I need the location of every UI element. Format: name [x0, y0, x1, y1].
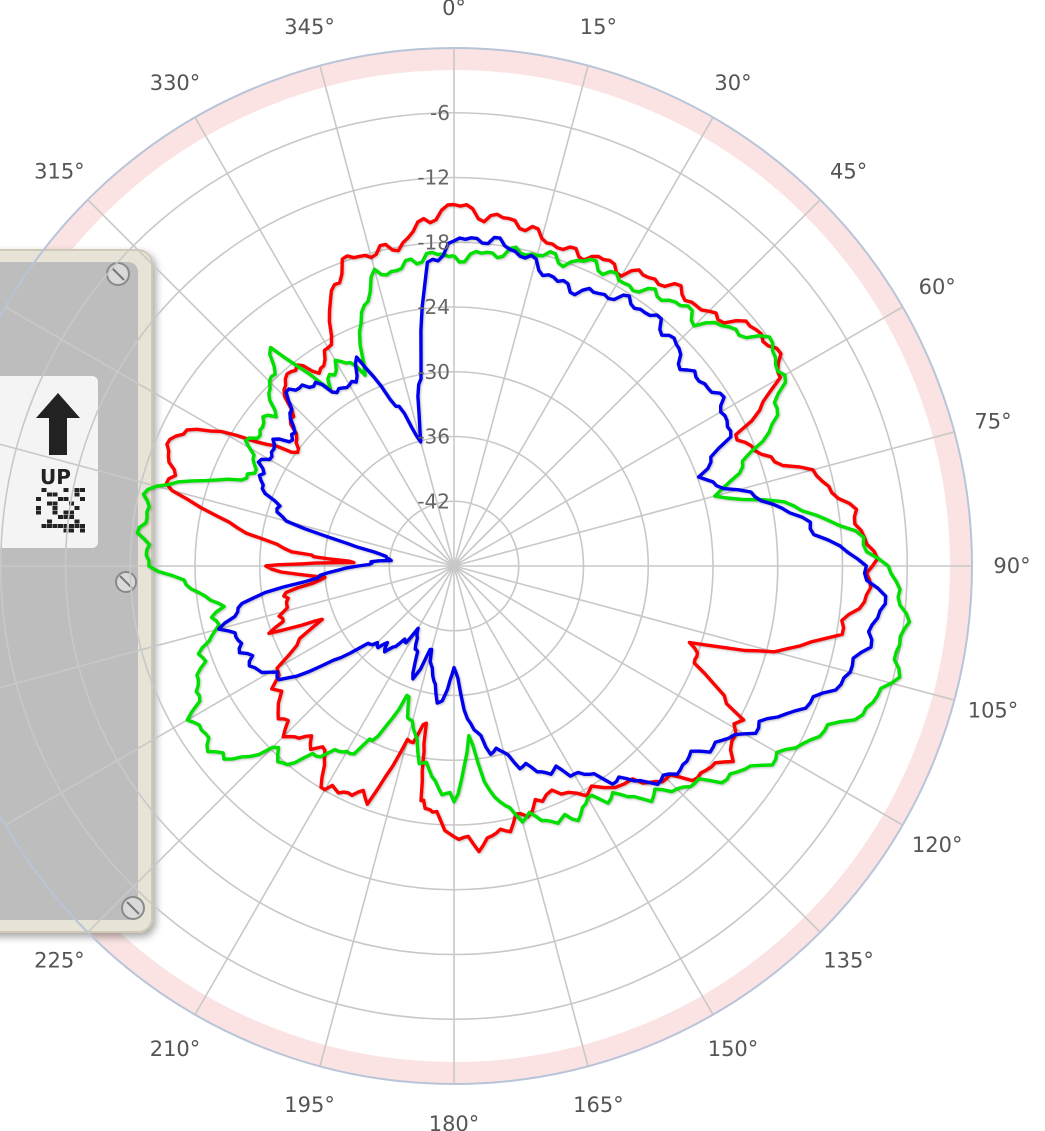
radial-tick-label: -36	[417, 425, 450, 449]
panel-up-text: UP	[40, 465, 71, 489]
angle-tick-label: 135°	[823, 949, 874, 973]
series-line-3	[217, 235, 888, 787]
angle-tick-label: 180°	[429, 1112, 480, 1131]
grid-spoke	[453, 565, 821, 933]
grid-spoke	[4, 565, 455, 826]
grid-spoke	[194, 116, 455, 567]
grid-spoke	[453, 431, 955, 567]
angle-tick-label: 165°	[573, 1093, 624, 1117]
angle-tick-label: 90°	[993, 554, 1030, 578]
radial-tick-label: -12	[417, 166, 450, 190]
series-line-2	[135, 245, 912, 825]
grid-spoke	[453, 565, 904, 826]
angle-tick-label: 120°	[912, 833, 963, 857]
up-arrow-icon	[36, 393, 80, 455]
grid-spoke	[453, 116, 714, 567]
angle-tick-label: 345°	[284, 15, 335, 39]
angle-tick-label: 75°	[974, 410, 1011, 434]
radial-tick-label: -6	[430, 101, 450, 125]
angle-tick-label: 210°	[150, 1037, 201, 1061]
angle-tick-label: 330°	[150, 71, 201, 95]
angle-tick-label: 15°	[580, 15, 617, 39]
angle-tick-label: 60°	[919, 275, 956, 299]
radial-tick-labels: -6 -12 -18 -24 -30 -36 -42	[417, 101, 450, 514]
grid-spoke	[4, 306, 455, 567]
angle-tick-label: 195°	[284, 1093, 335, 1117]
grid-spoke	[453, 199, 821, 567]
grid-spoke	[453, 65, 589, 567]
series-group	[135, 202, 912, 854]
qr-code-icon	[36, 488, 85, 533]
radial-tick-label: -24	[417, 295, 450, 319]
angle-tick-label: 225°	[34, 949, 85, 973]
grid-spoke	[453, 565, 955, 701]
radial-tick-label: -42	[417, 489, 450, 513]
grid-spoke	[453, 565, 589, 1067]
angle-tick-label: 45°	[830, 159, 867, 183]
radial-tick-label: -30	[417, 360, 450, 384]
angle-tick-label: 30°	[714, 71, 751, 95]
angle-tick-label: 315°	[34, 159, 85, 183]
series-line-1	[164, 202, 880, 854]
grid-spoke	[453, 306, 904, 567]
angle-tick-label: 150°	[708, 1037, 759, 1061]
grid-spoke	[453, 565, 714, 1016]
angle-tick-label: 0°	[442, 0, 466, 20]
angle-tick-label: 105°	[968, 698, 1019, 722]
grid-spoke	[0, 443, 455, 567]
grid-spoke	[319, 65, 455, 567]
grid-spoke	[0, 565, 455, 689]
radial-tick-label: -18	[417, 230, 450, 254]
